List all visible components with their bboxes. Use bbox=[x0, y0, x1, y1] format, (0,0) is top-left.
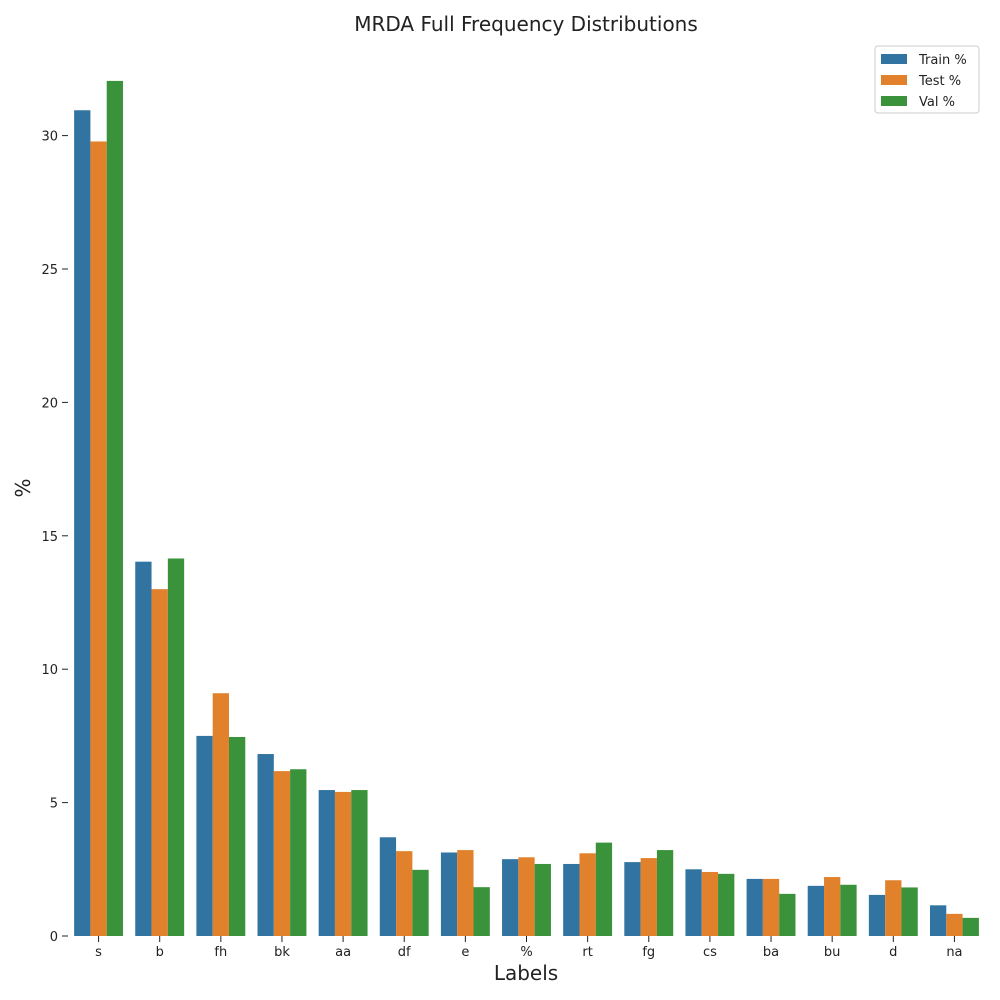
y-axis: 0 5 10 15 20 25 30 bbox=[41, 130, 68, 945]
bar-%-series-0 bbox=[502, 859, 519, 936]
bar-s-series-0 bbox=[74, 110, 91, 936]
x-tick-label: bk bbox=[274, 945, 290, 960]
legend-swatch bbox=[881, 96, 907, 106]
bar-ba-series-1 bbox=[762, 878, 780, 936]
bar-fh-series-1 bbox=[212, 693, 229, 936]
bar-rt-series-1 bbox=[579, 853, 596, 936]
y-tick-label: 0 bbox=[50, 930, 58, 945]
legend: Train % Test % Val % bbox=[874, 45, 980, 114]
bar-e-series-2 bbox=[473, 887, 490, 936]
bar-rt-series-0 bbox=[563, 863, 580, 936]
bar-e-series-0 bbox=[440, 852, 458, 936]
bar-na-series-0 bbox=[929, 905, 947, 936]
legend-label: Train % bbox=[918, 53, 967, 68]
y-tick-label: 30 bbox=[41, 130, 58, 145]
bar-s-series-1 bbox=[90, 141, 107, 937]
bar-bk-series-1 bbox=[273, 771, 291, 936]
bar-b-series-1 bbox=[151, 589, 168, 936]
bar-cs-series-2 bbox=[718, 873, 735, 936]
bar-na-series-1 bbox=[946, 913, 963, 936]
bar-cs-series-1 bbox=[701, 871, 719, 936]
x-tick-label: cs bbox=[703, 945, 717, 960]
x-tick-label: aa bbox=[335, 945, 351, 960]
bar-aa-series-1 bbox=[334, 791, 352, 936]
bar-b-series-2 bbox=[167, 558, 185, 936]
bar-fg-series-2 bbox=[656, 850, 674, 936]
bar-d-series-0 bbox=[868, 894, 886, 936]
x-tick-label: e bbox=[461, 945, 469, 960]
bar-fg-series-0 bbox=[624, 862, 641, 936]
bar-%-series-1 bbox=[518, 857, 535, 936]
bar-df-series-0 bbox=[379, 837, 397, 936]
bar-bu-series-0 bbox=[807, 885, 825, 936]
legend-label: Val % bbox=[919, 95, 955, 110]
bar-na-series-2 bbox=[962, 917, 979, 936]
bar-ba-series-2 bbox=[779, 893, 796, 936]
x-tick-label: b bbox=[156, 945, 164, 960]
legend-swatch bbox=[881, 75, 907, 85]
x-tick-label: na bbox=[946, 945, 962, 960]
y-tick-label: 15 bbox=[41, 530, 58, 545]
bar-fh-series-0 bbox=[196, 735, 213, 936]
x-tick-label: d bbox=[889, 945, 897, 960]
bar-df-series-2 bbox=[412, 869, 429, 936]
x-tick-label: s bbox=[95, 945, 102, 960]
y-tick-label: 5 bbox=[50, 797, 58, 812]
bar-bk-series-2 bbox=[290, 769, 307, 936]
bars-group bbox=[74, 80, 979, 937]
y-tick-label: 20 bbox=[41, 396, 58, 411]
chart-title: MRDA Full Frequency Distributions bbox=[354, 12, 698, 36]
x-axis-label: Labels bbox=[494, 961, 558, 985]
y-tick-label: 10 bbox=[41, 663, 58, 678]
bar-b-series-0 bbox=[135, 561, 152, 936]
bar-rt-series-2 bbox=[595, 842, 613, 936]
bar-bk-series-0 bbox=[257, 754, 274, 936]
x-tick-label: fh bbox=[214, 945, 227, 960]
x-tick-label: ba bbox=[763, 945, 779, 960]
bar-e-series-1 bbox=[457, 850, 474, 936]
bar-d-series-2 bbox=[901, 887, 918, 936]
x-tick-label: df bbox=[398, 945, 411, 960]
x-axis: s b fh bk aa df e% rt fg cs ba bu d na bbox=[95, 936, 963, 960]
bar-fg-series-1 bbox=[640, 858, 657, 936]
bar-cs-series-0 bbox=[685, 869, 702, 936]
bar-aa-series-0 bbox=[318, 790, 335, 936]
bar-d-series-1 bbox=[885, 880, 902, 936]
bar-aa-series-2 bbox=[351, 790, 368, 936]
bar-bu-series-2 bbox=[840, 884, 857, 936]
y-tick-label: 25 bbox=[41, 263, 58, 278]
y-axis-label: % bbox=[11, 478, 35, 497]
legend-label: Test % bbox=[918, 74, 961, 89]
x-tick-label: % bbox=[520, 945, 532, 960]
bar-bu-series-1 bbox=[824, 877, 841, 936]
bar-ba-series-0 bbox=[746, 878, 763, 936]
bar-%-series-2 bbox=[534, 863, 551, 936]
legend-swatch bbox=[881, 54, 907, 64]
x-tick-label: rt bbox=[582, 945, 592, 960]
x-tick-label: fg bbox=[642, 945, 655, 960]
bar-df-series-1 bbox=[396, 851, 413, 936]
x-tick-label: bu bbox=[824, 945, 841, 960]
bar-s-series-2 bbox=[106, 80, 124, 936]
bar-fh-series-2 bbox=[228, 736, 246, 936]
